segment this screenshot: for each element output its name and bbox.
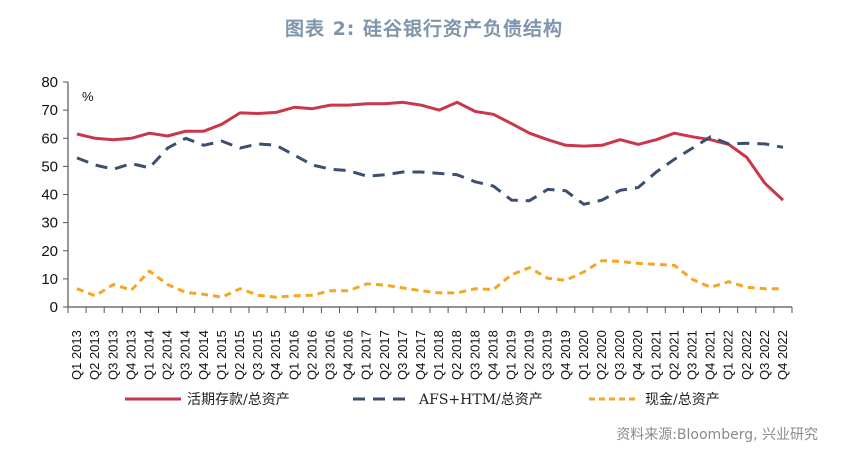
series-line-1 (76, 135, 784, 206)
x-tick-label: Q3 2022 (757, 330, 772, 380)
legend-item-afs-htm: AFS+HTM/总资产 (353, 389, 543, 409)
legend-swatch-solid-red (125, 397, 181, 401)
y-tick-label: 70 (41, 102, 58, 119)
x-tick-label: Q3 2014 (178, 330, 193, 380)
x-tick-label: Q2 2018 (449, 330, 464, 380)
y-unit-label: % (82, 89, 94, 104)
y-tick-label: 60 (41, 130, 58, 147)
x-tick-label: Q2 2016 (304, 330, 319, 380)
x-tick-label: Q3 2017 (395, 330, 410, 380)
x-tick-label: Q1 2016 (286, 330, 301, 380)
legend-swatch-dashed-navy (353, 397, 413, 401)
x-tick-label: Q4 2022 (775, 330, 790, 380)
x-tick-label: Q4 2021 (703, 330, 718, 380)
x-tick-label: Q3 2015 (250, 330, 265, 380)
legend-item-cash: 现金/总资产 (589, 389, 720, 409)
x-tick-label: Q3 2019 (540, 330, 555, 380)
legend-swatch-dashed-orange (589, 397, 639, 401)
x-tick-label: Q1 2017 (359, 330, 374, 380)
x-tick-label: Q4 2016 (341, 330, 356, 380)
series-line-2 (76, 259, 783, 299)
x-tick-label: Q4 2019 (558, 330, 573, 380)
legend-label: 现金/总资产 (645, 392, 720, 408)
x-tick-label: Q4 2014 (196, 330, 211, 380)
x-tick-label: Q2 2017 (377, 330, 392, 380)
x-tick-label: Q1 2015 (214, 330, 229, 380)
x-tick-label: Q3 2013 (105, 330, 120, 380)
x-tick-label: Q1 2019 (503, 330, 518, 380)
x-tick-label: Q4 2013 (123, 330, 138, 380)
chart-title: 图表 2: 硅谷银行资产负债结构 (284, 18, 564, 40)
legend-item-demand-deposits: 活期存款/总资产 (125, 389, 290, 409)
x-tick-label: Q3 2018 (467, 330, 482, 380)
x-tick-label: Q4 2020 (630, 330, 645, 380)
x-tick-label: Q2 2021 (666, 330, 681, 380)
y-tick-label: 0 (50, 299, 58, 316)
x-tick-label: Q2 2020 (594, 330, 609, 380)
x-tick-label: Q3 2016 (322, 330, 337, 380)
y-tick-label: 20 (41, 243, 58, 260)
y-tick-label: 10 (41, 271, 58, 288)
series-line-0 (76, 100, 785, 202)
legend: 活期存款/总资产 AFS+HTM/总资产 现金/总资产 (0, 389, 848, 411)
y-tick-label: 80 (41, 74, 58, 91)
x-tick-label: Q1 2018 (431, 330, 446, 380)
x-tick-label: Q1 2013 (69, 330, 84, 380)
x-tick-label: Q1 2021 (648, 330, 663, 380)
legend-label: 活期存款/总资产 (187, 392, 290, 408)
x-tick-label: Q2 2013 (87, 330, 102, 380)
x-tick-label: Q1 2022 (721, 330, 736, 380)
series-layer (76, 100, 785, 299)
legend-label: AFS+HTM/总资产 (419, 392, 543, 408)
x-tick-label: Q3 2021 (684, 330, 699, 380)
x-tick-label: Q4 2017 (413, 330, 428, 380)
x-tick-label: Q3 2020 (612, 330, 627, 380)
x-tick-label: Q2 2015 (232, 330, 247, 380)
x-tick-label: Q2 2019 (522, 330, 537, 380)
x-tick-label: Q4 2018 (485, 330, 500, 380)
x-tick-label: Q2 2022 (739, 330, 754, 380)
x-tick-label: Q1 2014 (141, 330, 156, 380)
y-tick-label: 30 (41, 215, 58, 232)
x-tick-label: Q1 2020 (576, 330, 591, 380)
y-tick-label: 50 (41, 158, 58, 175)
x-tick-label: Q2 2014 (160, 330, 175, 380)
x-tick-label: Q4 2015 (268, 330, 283, 380)
y-tick-label: 40 (41, 187, 58, 204)
source-note: 资料来源:Bloomberg, 兴业研究 (616, 427, 818, 443)
